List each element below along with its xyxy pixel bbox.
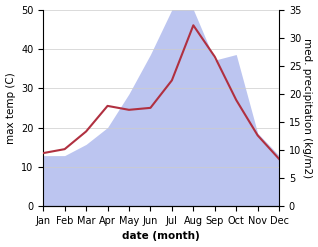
Y-axis label: max temp (C): max temp (C) bbox=[5, 72, 16, 144]
Y-axis label: med. precipitation (kg/m2): med. precipitation (kg/m2) bbox=[302, 38, 313, 178]
X-axis label: date (month): date (month) bbox=[122, 231, 200, 242]
